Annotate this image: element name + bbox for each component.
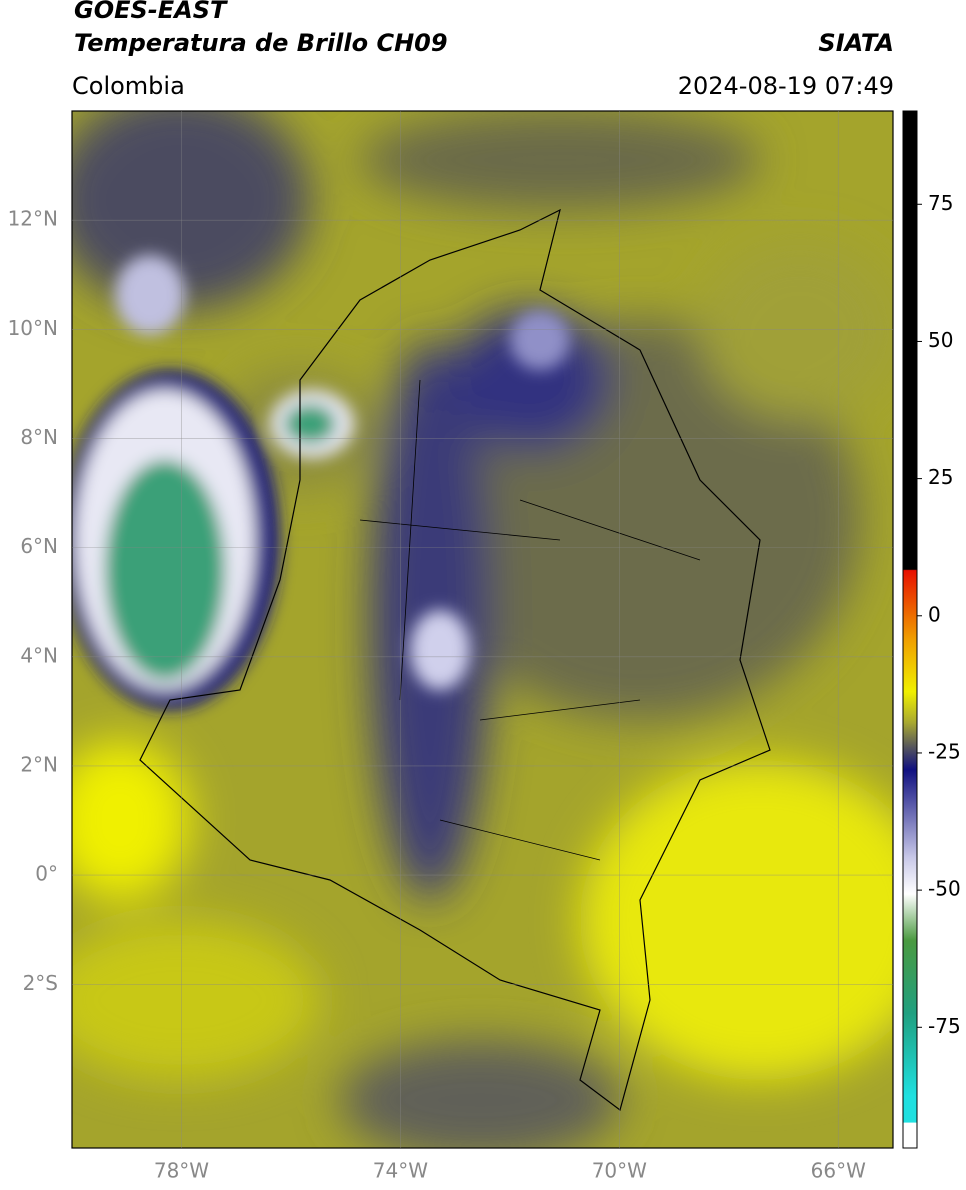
product-title: Temperatura de Brillo CH09 [74,29,448,57]
lat-tick-label: 6°N [20,534,58,558]
lat-tick-label: 2°N [20,752,58,776]
colorbar-tick-label: 0 [928,602,941,626]
lon-tick-label: 70°W [592,1159,647,1183]
colorbar [902,110,918,1149]
source-label: SIATA [818,29,894,57]
timestamp: 2024-08-19 07:49 [677,72,894,100]
colorbar-tick-label: 25 [928,465,953,489]
colorbar-tick-label: 75 [928,191,953,215]
satellite-title: GOES-EAST [74,0,227,24]
satellite-image [72,111,893,1148]
colorbar-tick-label: -75 [928,1014,961,1038]
colorbar-tick-label: -50 [928,877,961,901]
lon-tick-label: 74°W [373,1159,428,1183]
lon-tick-label: 78°W [154,1159,209,1183]
admin-boundaries [359,379,701,861]
map-frame [71,110,894,1149]
lat-tick-label: 4°N [20,643,58,667]
country-outline [139,208,771,1112]
region-label: Colombia [72,72,185,100]
lat-tick-label: 0° [35,862,58,886]
lat-tick-label: 8°N [20,425,58,449]
lat-tick-label: 12°N [8,207,58,231]
lat-tick-label: 2°S [23,971,58,995]
lon-tick-label: 66°W [811,1159,866,1183]
colorbar-tick-label: 50 [928,328,953,352]
colorbar-tick-label: -25 [928,739,961,763]
lat-tick-label: 10°N [8,316,58,340]
